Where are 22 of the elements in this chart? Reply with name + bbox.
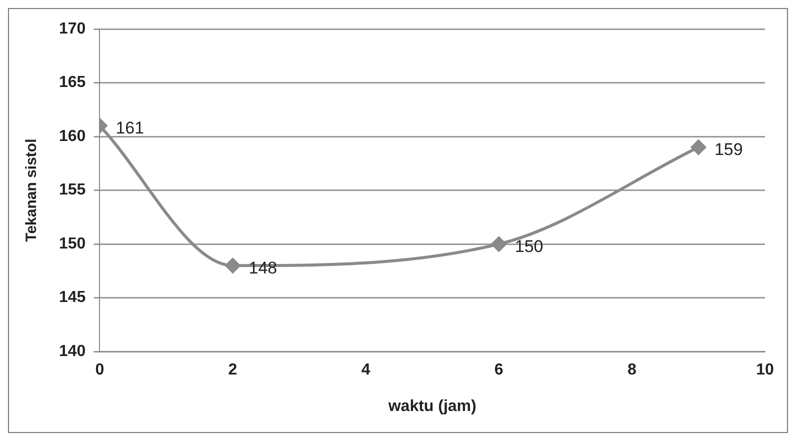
y-tick-label: 145: [58, 289, 86, 306]
point: [491, 236, 506, 252]
y-tick-label: 170: [58, 20, 86, 38]
data-label: 148: [248, 258, 278, 278]
x-tick-label: 8: [627, 362, 636, 379]
y-axis-title: Tekanan sistol: [23, 138, 40, 242]
y-tick-label: 150: [58, 235, 86, 252]
data-label: 161: [116, 118, 144, 138]
point: [225, 258, 240, 274]
y-tick-label: 160: [58, 128, 86, 145]
x-tick-label: 4: [361, 362, 370, 379]
x-tick-label: 2: [228, 362, 238, 379]
y-tick-label: 140: [58, 343, 86, 360]
data-label: 150: [514, 236, 544, 256]
y-tick-label: 155: [58, 182, 86, 199]
x-axis-title: waktu (jam): [387, 398, 476, 415]
point: [690, 140, 706, 155]
data-label: 159: [714, 140, 743, 159]
x-tick-label: 0: [95, 362, 104, 379]
x-tick-label: 10: [756, 362, 774, 379]
x-tick-label: 6: [494, 362, 504, 379]
y-tick-label: 165: [58, 74, 86, 92]
